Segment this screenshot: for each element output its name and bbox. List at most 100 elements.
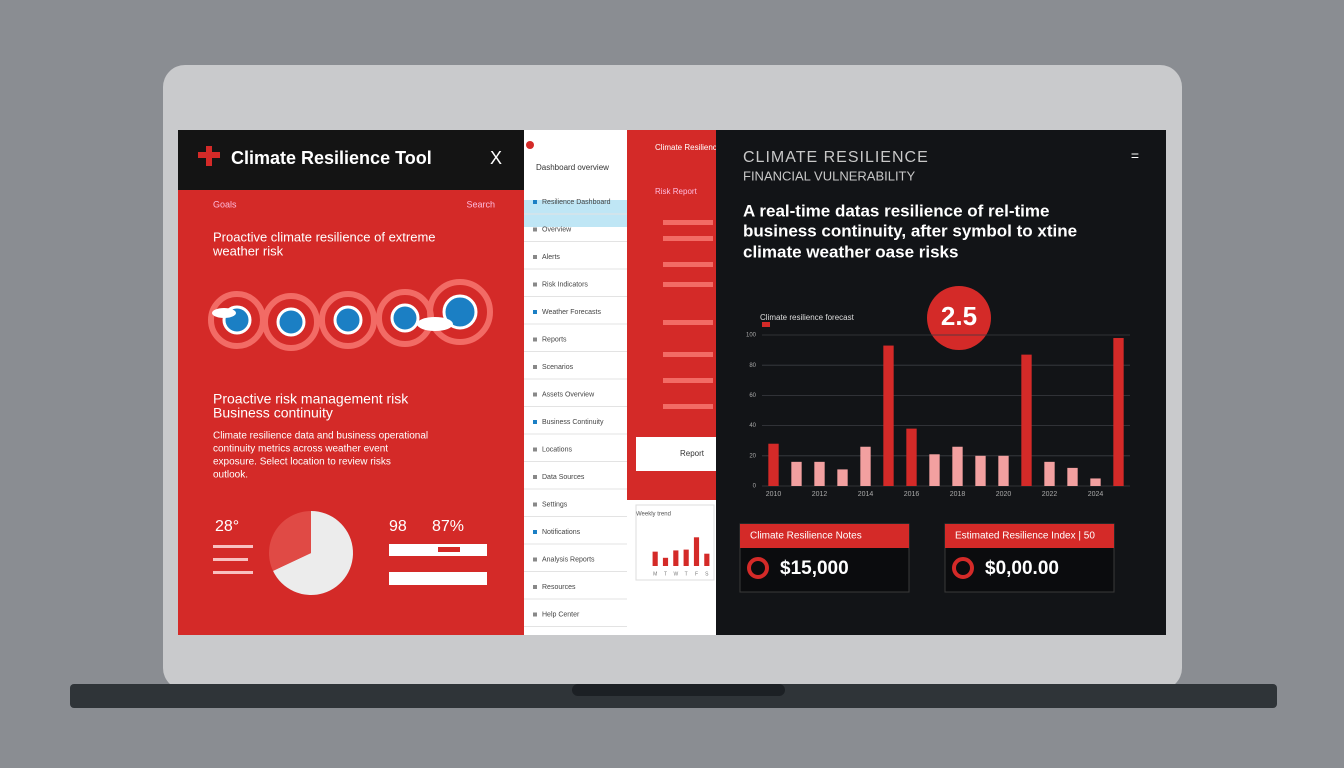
sidebar-icon — [533, 227, 537, 232]
bar — [1067, 467, 1078, 486]
y-tick-label: 80 — [749, 363, 756, 369]
bar — [1113, 338, 1124, 486]
sidebar-icon — [533, 420, 537, 424]
sidebar-item[interactable]: Locations — [542, 446, 572, 453]
x-tick-label: F — [695, 571, 698, 577]
sidebar-item[interactable]: Data Sources — [542, 474, 585, 481]
sidebar-item[interactable]: Reports — [542, 336, 567, 343]
sidebar-icon — [533, 337, 537, 342]
pie-slice — [268, 511, 311, 571]
bar — [662, 557, 669, 566]
weather-icons — [208, 279, 493, 351]
sidebar-title: Dashboard overview — [536, 163, 609, 172]
sidebar-icon — [533, 365, 537, 369]
app-header — [178, 130, 524, 190]
card-icon — [952, 557, 974, 579]
app-logo — [198, 146, 220, 166]
bar — [704, 553, 710, 566]
paragraph: Climate resilience data and business ope… — [213, 431, 428, 442]
report-button[interactable] — [636, 437, 716, 471]
x-tick-label: T — [685, 571, 688, 577]
stat-bars — [213, 544, 487, 585]
sidebar-item[interactable]: Scenarios — [542, 364, 574, 371]
bar — [883, 345, 894, 486]
bar — [860, 446, 871, 486]
stat: 28° — [215, 518, 239, 535]
report-button-label[interactable]: Report — [680, 449, 705, 458]
chart-title: Climate resilience forecast — [760, 313, 855, 322]
bar — [791, 461, 802, 486]
bar — [1021, 354, 1032, 486]
bar — [998, 455, 1009, 486]
sidebar-item[interactable]: Resilience Dashboard — [542, 199, 611, 206]
sidebar-item[interactable]: Analysis Reports — [542, 556, 595, 563]
sidebar-item[interactable]: Assets Overview — [542, 391, 595, 398]
bar — [1044, 461, 1055, 486]
bar — [837, 469, 848, 486]
right-title: CLIMATE RESILIENCE — [743, 149, 929, 166]
stat: 87% — [432, 518, 464, 535]
sidebar-icon — [533, 282, 537, 287]
menu-button[interactable]: = — [1131, 148, 1139, 164]
laptop-notch — [572, 684, 785, 696]
bar — [929, 454, 940, 486]
description: climate weather oase risks — [743, 242, 958, 261]
bar — [952, 446, 963, 486]
y-tick-label: 0 — [753, 484, 757, 490]
paragraph: outlook. — [213, 470, 248, 481]
x-tick-label: 2010 — [766, 491, 782, 498]
sidebar-item[interactable]: Settings — [542, 501, 568, 508]
x-tick-label: 2012 — [812, 491, 828, 498]
x-tick-label: 2014 — [858, 491, 874, 498]
sidebar-item[interactable]: Alerts — [542, 254, 560, 261]
sidebar-icon — [533, 612, 537, 617]
bar — [814, 461, 825, 486]
x-tick-label: T — [664, 571, 667, 577]
description: A real-time datas resilience of rel-time — [743, 201, 1049, 220]
sidebar-items: Resilience Dashboard Overview Alerts Risk I… — [524, 199, 627, 627]
section-title: Business continuity — [213, 405, 333, 421]
sidebar-item[interactable]: Notifications — [542, 529, 581, 536]
y-tick-label: 40 — [749, 423, 756, 429]
app-title: Climate Resilience Tool — [231, 148, 432, 168]
badge-value: 2.5 — [941, 301, 977, 331]
bar — [652, 551, 658, 566]
sidebar-item[interactable]: Business Continuity — [542, 419, 604, 426]
sidebar-icon — [533, 447, 537, 452]
sidebar-icon — [533, 200, 537, 204]
heading: Proactive climate resilience of extreme — [213, 229, 436, 244]
report-subtitle: Risk Report — [655, 187, 698, 196]
report-lines — [663, 220, 713, 409]
x-tick-label: 2018 — [950, 491, 966, 498]
bar — [768, 443, 779, 486]
card-icon — [747, 557, 769, 579]
x-tick-label: 2020 — [996, 491, 1012, 498]
paragraph: exposure. Select location to review risk… — [213, 457, 391, 468]
bar — [673, 550, 679, 566]
sidebar-item[interactable]: Help Center — [542, 611, 580, 618]
x-tick-label: M — [653, 571, 657, 577]
bar — [693, 537, 700, 566]
sidebar-item[interactable]: Risk Indicators — [542, 281, 588, 288]
sidebar-icon — [533, 255, 537, 259]
sidebar-item[interactable]: Resources — [542, 584, 576, 591]
sidebar-item[interactable]: Overview — [542, 226, 572, 233]
sidebar-icon — [533, 530, 537, 534]
x-tick-label: 2024 — [1088, 491, 1104, 498]
sidebar-icon — [533, 392, 537, 397]
sidebar-icon — [533, 585, 537, 589]
card-header — [945, 524, 1114, 548]
nav-link[interactable]: Goals — [213, 199, 237, 209]
right-subtitle: FINANCIAL VULNERABILITY — [743, 168, 916, 183]
y-tick-label: 20 — [749, 453, 756, 459]
x-tick-label: 2016 — [904, 491, 920, 498]
sidebar-item[interactable]: Weather Forecasts — [542, 309, 602, 316]
bar — [975, 455, 986, 486]
card-value: $0,00.00 — [985, 558, 1059, 579]
close-button[interactable]: X — [490, 148, 502, 168]
cards: Climate Resilience Notes $15,000 Estimated… — [739, 523, 1115, 593]
y-tick-label: 60 — [749, 393, 756, 399]
mini-chart-frame — [635, 504, 715, 581]
nav-link[interactable]: Search — [466, 199, 495, 209]
bar — [683, 549, 689, 566]
